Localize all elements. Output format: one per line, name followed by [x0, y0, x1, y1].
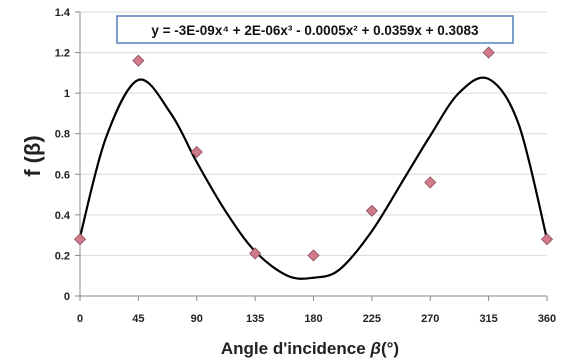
y-tick-label-6: 1.2	[55, 48, 70, 60]
x-axis-label-main: Angle d'incidence	[221, 339, 371, 358]
data-point-4	[307, 249, 320, 262]
y-axis-label-close: )	[20, 135, 45, 142]
x-tick-label-2: 90	[191, 313, 203, 325]
y-tick-label-5: 1	[64, 88, 70, 100]
data-point-1	[132, 54, 145, 67]
x-axis-label: Angle d'incidence β(°)	[221, 339, 399, 358]
axes	[75, 11, 548, 301]
data-points	[73, 46, 554, 262]
y-axis-label-symbol: β	[20, 143, 45, 156]
x-tick-label-4: 180	[304, 313, 322, 325]
y-axis-label: f (β)	[20, 135, 45, 177]
y-axis-label-main: f (	[20, 155, 45, 176]
x-tick-label-0: 0	[77, 313, 83, 325]
x-tick-label-1: 45	[132, 313, 144, 325]
x-tick-label-7: 315	[479, 313, 497, 325]
x-tick-label-5: 225	[363, 313, 381, 325]
trendline-curve	[78, 76, 549, 280]
data-point-3	[249, 247, 262, 260]
data-point-8	[540, 233, 554, 246]
data-point-6	[424, 176, 437, 189]
data-point-0	[73, 233, 87, 246]
data-point-2	[190, 145, 203, 159]
y-tick-label-7: 1.4	[55, 7, 71, 19]
trendline-equation: y = -3E-09x⁴ + 2E-06x³ - 0.0005x² + 0.03…	[151, 23, 479, 38]
x-axis-label-symbol: β	[369, 339, 381, 358]
x-tick-labels: 0 45 90 135 180 225 270 315 360	[77, 313, 556, 325]
equation-box: y = -3E-09x⁴ + 2E-06x³ - 0.0005x² + 0.03…	[116, 15, 514, 44]
data-point-7	[482, 46, 495, 59]
y-tick-label-0: 0	[64, 291, 70, 303]
x-tick-label-3: 135	[246, 313, 264, 325]
x-tick-label-8: 360	[538, 313, 556, 325]
x-tick-label-6: 270	[421, 313, 439, 325]
y-tick-label-1: 0.2	[55, 250, 70, 262]
y-tick-labels: 0 0.2 0.4 0.6 0.8 1 1.2 1.4	[55, 7, 71, 303]
data-point-5	[365, 204, 378, 217]
y-tick-label-3: 0.6	[55, 169, 70, 181]
y-tick-label-2: 0.4	[55, 210, 71, 222]
x-axis-label-unit: (°)	[381, 339, 399, 358]
grid-lines	[80, 11, 547, 256]
y-tick-label-4: 0.8	[55, 129, 70, 141]
